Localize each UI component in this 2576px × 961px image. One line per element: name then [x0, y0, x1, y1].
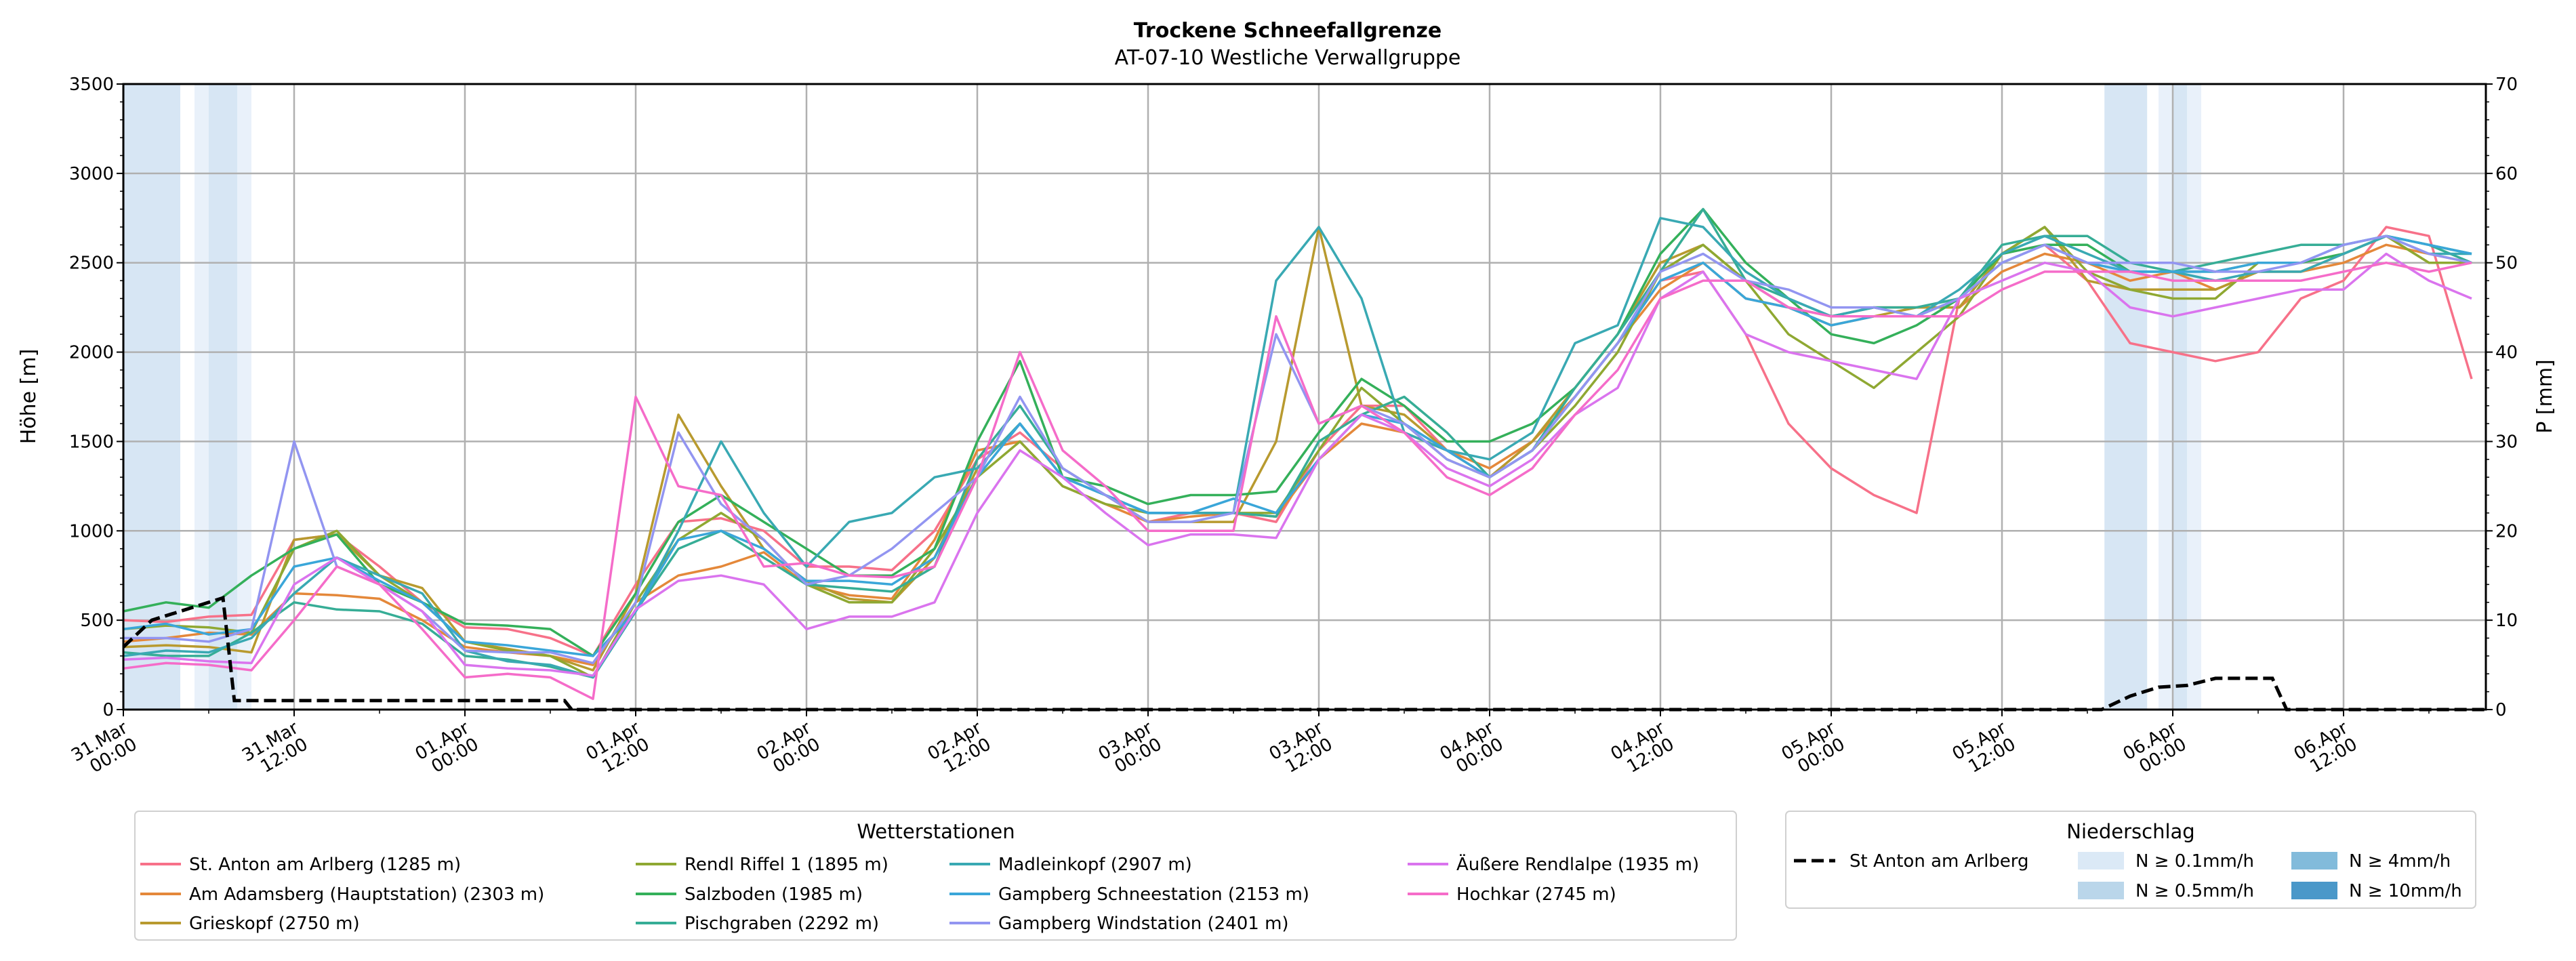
- y-right-tick-label: 10: [2495, 611, 2518, 631]
- legend-item-label: Salzboden (1985 m): [684, 884, 863, 905]
- legend-item-label: Hochkar (2745 m): [1456, 884, 1616, 905]
- precip-band: [237, 84, 251, 710]
- y-tick-label: 2000: [69, 343, 114, 363]
- legend-item-label: Pischgraben (2292 m): [684, 914, 879, 934]
- plot-frame: [122, 83, 2487, 711]
- legend-precip-level-label: N ≥ 0.1mm/h: [2135, 851, 2254, 872]
- chart-title: Trockene Schneefallgrenze: [1134, 19, 1442, 43]
- series-line-6: [123, 217, 2472, 679]
- series-line-10: [123, 261, 2472, 700]
- legend-precip-swatch: [2078, 852, 2124, 870]
- legend-precip-title: Niederschlag: [2066, 820, 2194, 843]
- precip-band: [2104, 84, 2148, 710]
- y-right-tick-label: 40: [2495, 343, 2518, 363]
- y-right-tick-label: 50: [2495, 253, 2518, 274]
- legend-item-label: Gampberg Schneestation (2153 m): [998, 884, 1309, 905]
- legend-precip-level-label: N ≥ 4mm/h: [2349, 851, 2451, 872]
- legend-item-label: Madleinkopf (2907 m): [998, 855, 1192, 875]
- axes: 0 500 1000 1500 2000 2500 3000 3500 0 10 20 30 40 50 6…: [68, 75, 2518, 777]
- station-lines: [123, 207, 2473, 700]
- y-tick-label: 2500: [69, 253, 114, 274]
- y-tick-label: 3500: [69, 75, 114, 95]
- legend-stations-box: [134, 811, 1737, 941]
- precip-band: [123, 84, 180, 710]
- series-line-8: [123, 234, 2472, 665]
- y-right-tick-label: 60: [2495, 164, 2518, 184]
- y-tick-label: 0: [102, 700, 114, 720]
- y-axis-right-label: P [mm]: [2533, 359, 2557, 433]
- series-line-4: [123, 207, 2472, 657]
- precip-band: [2159, 84, 2173, 710]
- precip-line: [122, 595, 2486, 712]
- precip-band: [2173, 84, 2187, 710]
- y-tick-label: 500: [80, 611, 114, 631]
- legend-stations: Wetterstationen St. Anton am Arlberg (12…: [134, 811, 1737, 941]
- legend-item-label: Grieskopf (2750 m): [189, 914, 360, 934]
- precip-line-group: [122, 595, 2486, 712]
- legend-precip-level-label: N ≥ 10mm/h: [2349, 881, 2462, 901]
- precip-band: [2187, 84, 2201, 710]
- precip-band: [195, 84, 209, 710]
- legend-stations-title: Wetterstationen: [857, 820, 1015, 843]
- y-right-tick-label: 0: [2495, 700, 2507, 720]
- legend-precip-swatch: [2291, 852, 2337, 870]
- y-tick-label: 1000: [69, 521, 114, 541]
- y-axis-label: Höhe [m]: [17, 349, 41, 445]
- y-right-tick-label: 30: [2495, 432, 2518, 452]
- chart-subtitle: AT-07-10 Westliche Verwallgruppe: [1115, 46, 1461, 70]
- legend-precip-swatch: [2078, 882, 2124, 899]
- y-right-tick-label: 70: [2495, 75, 2518, 95]
- legend-item-label: Rendl Riffel 1 (1895 m): [684, 855, 888, 875]
- y-tick-label: 1500: [69, 432, 114, 452]
- y-right-tick-label: 20: [2495, 521, 2518, 541]
- legend-precip-swatch: [2291, 882, 2337, 899]
- legend-item-label: Gampberg Windstation (2401 m): [998, 914, 1289, 934]
- legend-item-label: Äußere Rendlalpe (1935 m): [1456, 853, 1699, 875]
- series-line-9: [123, 252, 2472, 677]
- legend-precip-line-label: St Anton am Arlberg: [1849, 851, 2029, 872]
- legend-item-label: St. Anton am Arlberg (1285 m): [189, 855, 461, 875]
- legend-item-label: Am Adamsberg (Hauptstation) (2303 m): [189, 884, 544, 905]
- legend-precip: Niederschlag St Anton am Arlberg N ≥ 0.1m…: [1785, 811, 2476, 909]
- y-tick-label: 3000: [69, 164, 114, 184]
- legend-precip-level-label: N ≥ 0.5mm/h: [2135, 881, 2254, 901]
